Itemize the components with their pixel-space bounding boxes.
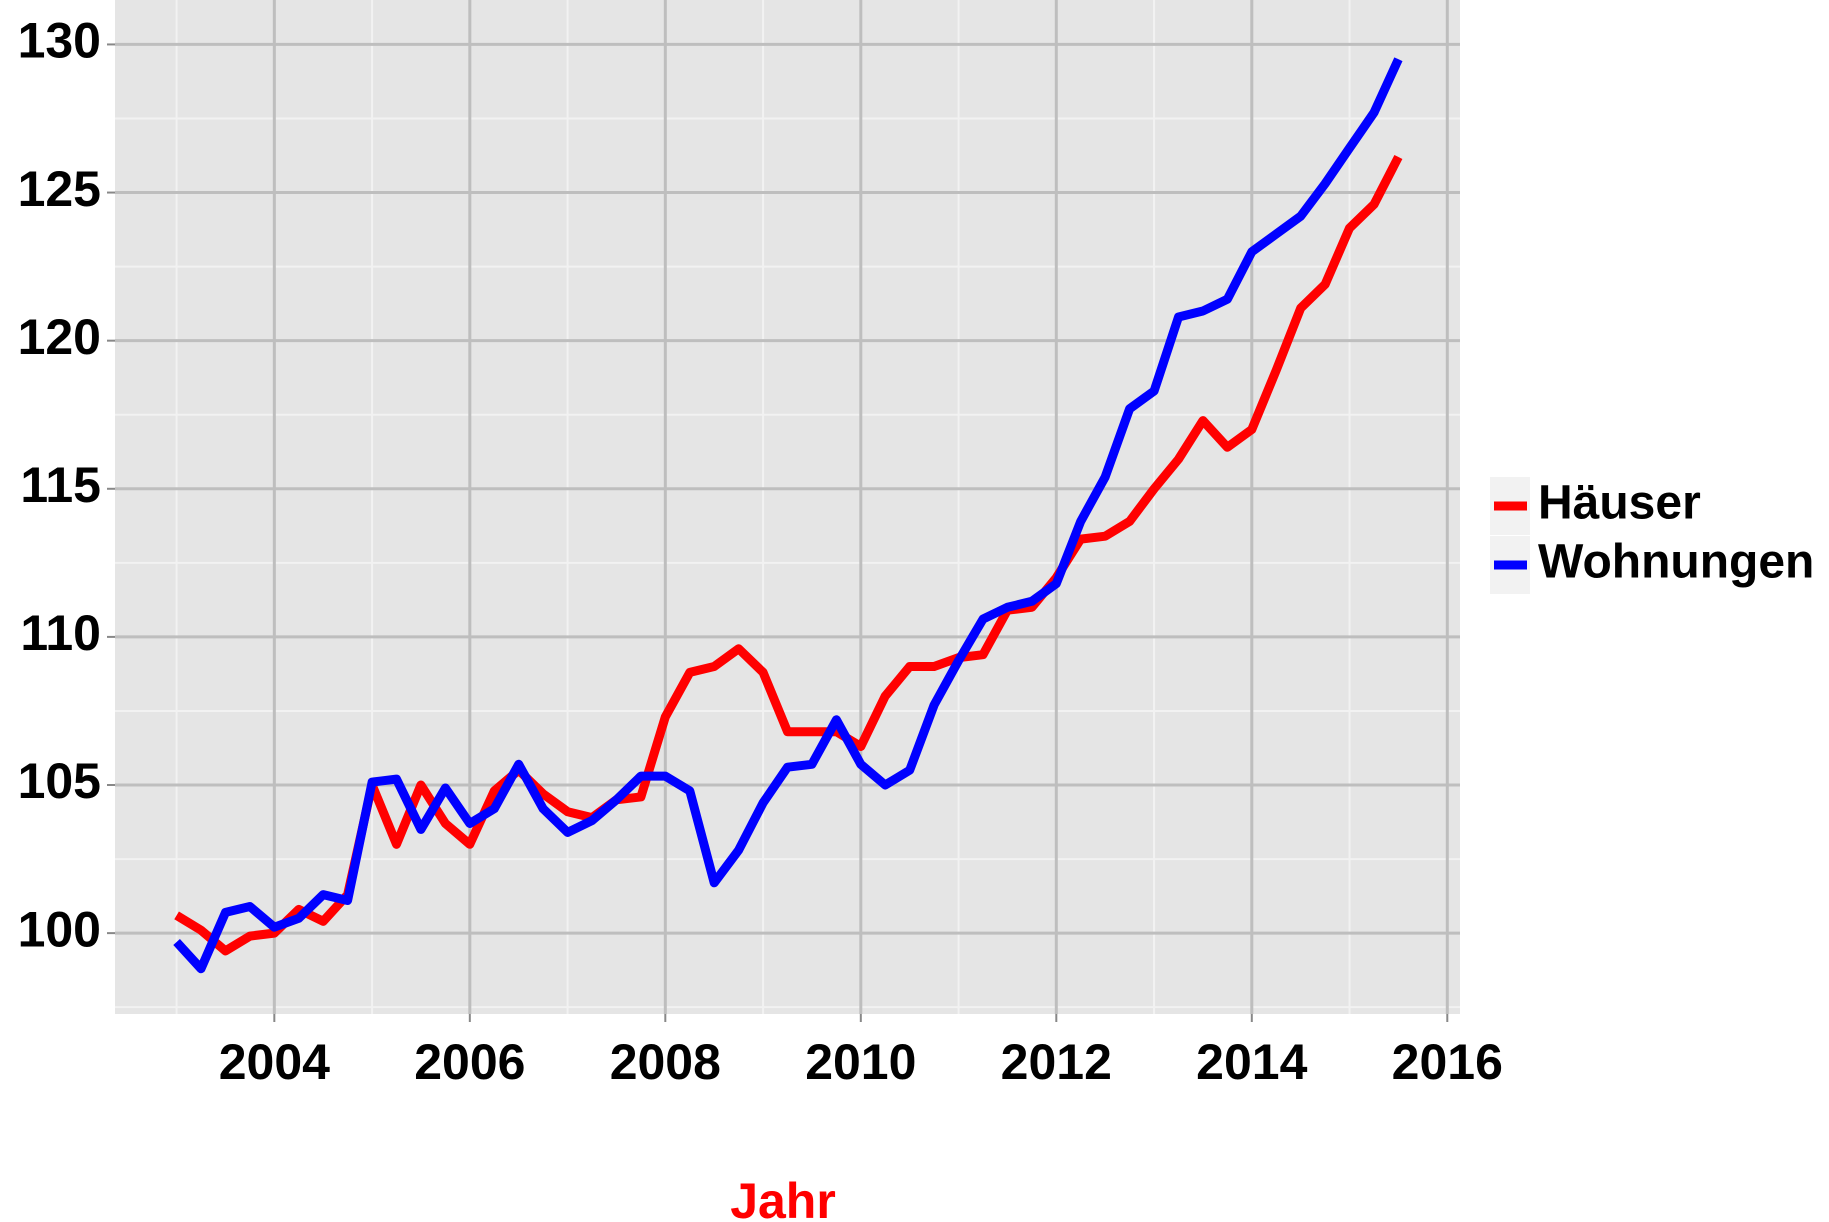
y-tick-label: 100 — [18, 901, 101, 957]
page-number: 21 — [1745, 1220, 1767, 1222]
y-tick-label: 130 — [18, 13, 101, 69]
legend-label: Wohnungen — [1538, 536, 1814, 589]
legend-label: Häuser — [1538, 477, 1701, 530]
y-tick-label: 110 — [20, 605, 101, 661]
x-tick-label: 2008 — [610, 1034, 721, 1090]
line-series — [173, 57, 1403, 974]
x-tick-label: 2012 — [1001, 1034, 1112, 1090]
x-tick-label: 2006 — [414, 1034, 525, 1090]
x-tick-label: 2010 — [805, 1034, 916, 1090]
y-tick-label: 125 — [18, 161, 101, 217]
y-tick-label: 105 — [18, 753, 101, 809]
x-tick-label: 2014 — [1196, 1034, 1307, 1090]
x-tick-label: 2016 — [1392, 1034, 1503, 1090]
plot-panel — [115, 0, 1460, 1014]
y-tick-label: 120 — [18, 309, 101, 365]
x-axis-label: Jahr — [730, 1173, 836, 1222]
x-tick-label: 2004 — [219, 1034, 330, 1090]
line-series — [174, 154, 1403, 956]
y-tick-label: 115 — [20, 457, 101, 513]
